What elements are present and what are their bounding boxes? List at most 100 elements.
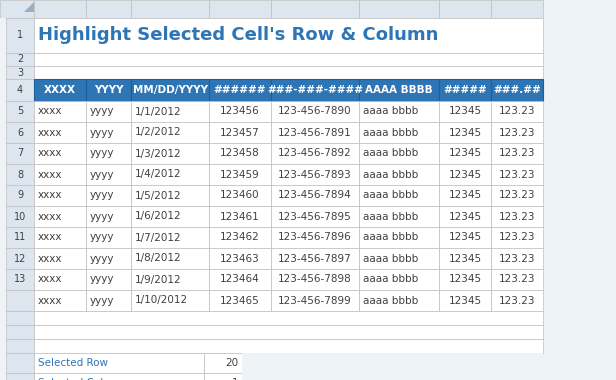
Text: aaaa bbbb: aaaa bbbb (363, 296, 418, 306)
Bar (86, 227, 131, 248)
Text: xxxx: xxxx (38, 212, 62, 222)
Bar (34, 18, 543, 53)
Text: yyyy: yyyy (90, 274, 115, 285)
Bar (271, 122, 359, 143)
Bar (271, 248, 359, 269)
Text: yyyy: yyyy (90, 212, 115, 222)
Bar (359, 143, 439, 164)
Bar (359, 206, 439, 227)
Text: xxxx: xxxx (38, 190, 62, 201)
Bar (439, 227, 491, 248)
Bar (6, 311, 34, 325)
Bar (34, 227, 86, 248)
Bar (359, 269, 439, 290)
Bar (0, 339, 6, 353)
Text: 123457: 123457 (220, 128, 260, 138)
Bar (271, 143, 359, 164)
Bar (491, 227, 543, 248)
Bar (204, 353, 242, 373)
Text: 123-456-7890: 123-456-7890 (278, 106, 352, 117)
Text: ###-###-####: ###-###-#### (267, 85, 363, 95)
Text: 2: 2 (17, 54, 23, 65)
Bar (6, 122, 34, 143)
Text: aaaa bbbb: aaaa bbbb (363, 233, 418, 242)
Bar (271, 0, 359, 18)
Bar (439, 164, 491, 185)
Bar (131, 79, 209, 101)
Bar (359, 122, 439, 143)
Text: aaaa bbbb: aaaa bbbb (363, 190, 418, 201)
Bar (86, 122, 131, 143)
Bar (131, 0, 209, 18)
Bar (6, 66, 34, 79)
Text: 123461: 123461 (220, 212, 260, 222)
Bar (0, 66, 6, 79)
Text: 123463: 123463 (220, 253, 260, 263)
Bar (0, 79, 6, 101)
Bar (491, 0, 543, 18)
Bar (34, 339, 543, 353)
Text: aaaa bbbb: aaaa bbbb (363, 169, 418, 179)
Bar (0, 353, 6, 373)
Text: 1/2/2012: 1/2/2012 (135, 128, 182, 138)
Text: 10: 10 (14, 212, 26, 222)
Bar (359, 290, 439, 311)
Bar (6, 206, 34, 227)
Text: 1/10/2012: 1/10/2012 (135, 296, 188, 306)
Bar (86, 248, 131, 269)
Text: 123.23: 123.23 (499, 190, 535, 201)
Text: 1/8/2012: 1/8/2012 (135, 253, 182, 263)
Bar (131, 227, 209, 248)
Text: 20: 20 (225, 358, 238, 368)
Bar (6, 353, 34, 373)
Bar (0, 143, 6, 164)
Bar (131, 101, 209, 122)
Bar (491, 248, 543, 269)
Bar (491, 101, 543, 122)
Text: aaaa bbbb: aaaa bbbb (363, 128, 418, 138)
Bar (6, 143, 34, 164)
Text: ###.##: ###.## (493, 85, 541, 95)
Bar (34, 79, 86, 101)
Text: xxxx: xxxx (38, 253, 62, 263)
Text: aaaa bbbb: aaaa bbbb (363, 212, 418, 222)
Bar (209, 122, 271, 143)
Bar (439, 185, 491, 206)
Bar (131, 143, 209, 164)
Bar (131, 248, 209, 269)
Bar (131, 290, 209, 311)
Text: aaaa bbbb: aaaa bbbb (363, 253, 418, 263)
Text: 123-456-7899: 123-456-7899 (278, 296, 352, 306)
Text: 1/4/2012: 1/4/2012 (135, 169, 182, 179)
Bar (0, 206, 6, 227)
Text: Selected Row: Selected Row (38, 358, 108, 368)
Text: yyyy: yyyy (90, 190, 115, 201)
Bar (209, 164, 271, 185)
Bar (0, 164, 6, 185)
Text: 123462: 123462 (220, 233, 260, 242)
Bar (209, 79, 271, 101)
Bar (491, 185, 543, 206)
Text: 12345: 12345 (448, 233, 482, 242)
Bar (6, 290, 34, 311)
Bar (242, 353, 543, 373)
Text: 12345: 12345 (448, 190, 482, 201)
Bar (34, 353, 204, 373)
Text: 1/6/2012: 1/6/2012 (135, 212, 182, 222)
Text: 5: 5 (17, 106, 23, 117)
Bar (271, 79, 359, 101)
Bar (0, 18, 6, 53)
Text: 123.23: 123.23 (499, 233, 535, 242)
Text: 1/1/2012: 1/1/2012 (135, 106, 182, 117)
Bar (439, 248, 491, 269)
Bar (209, 101, 271, 122)
Text: 123465: 123465 (220, 296, 260, 306)
Text: 123.23: 123.23 (499, 149, 535, 158)
Bar (6, 339, 34, 353)
Text: 4: 4 (17, 85, 23, 95)
Text: Highlight Selected Cell's Row & Column: Highlight Selected Cell's Row & Column (38, 27, 439, 44)
Bar (34, 164, 86, 185)
Text: 123.23: 123.23 (499, 212, 535, 222)
Text: #####: ##### (443, 85, 487, 95)
Bar (359, 227, 439, 248)
